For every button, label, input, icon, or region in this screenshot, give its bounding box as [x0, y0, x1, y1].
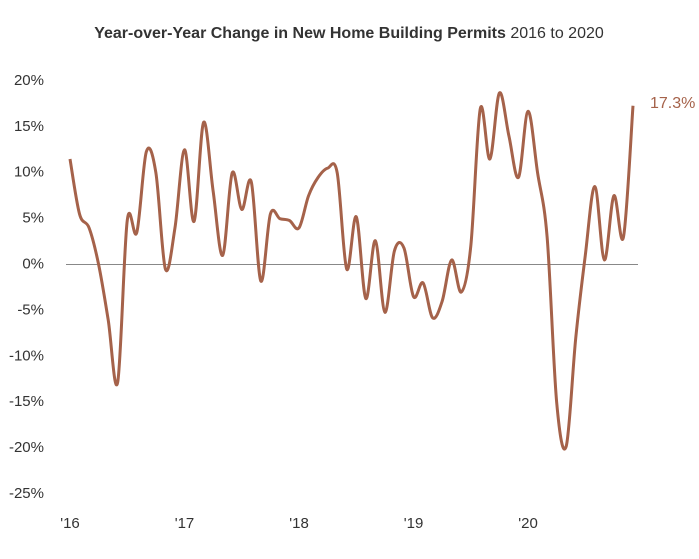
chart-title: Year-over-Year Change in New Home Buildi… — [94, 25, 506, 42]
chart-heading: Year-over-Year Change in New Home Buildi… — [94, 25, 604, 42]
x-tick-label: '18 — [289, 515, 309, 532]
y-tick-label: -5% — [17, 301, 44, 318]
y-tick-label: 5% — [22, 210, 44, 227]
x-tick-label: '17 — [175, 515, 195, 532]
x-tick-label: '19 — [404, 515, 424, 532]
x-tick-label: '20 — [518, 515, 538, 532]
y-tick-label: 0% — [22, 256, 44, 273]
y-tick-label: -15% — [9, 393, 44, 410]
y-tick-label: -20% — [9, 439, 44, 456]
value-label: 17.3% — [650, 95, 695, 112]
y-tick-label: 15% — [14, 118, 44, 135]
series-line — [68, 91, 635, 451]
y-tick-label: 20% — [14, 72, 44, 89]
chart-subtitle: 2016 to 2020 — [510, 25, 604, 42]
x-tick-label: '16 — [60, 515, 80, 532]
y-tick-label: -25% — [9, 485, 44, 502]
y-tick-label: 10% — [14, 164, 44, 181]
y-tick-label: -10% — [9, 347, 44, 364]
